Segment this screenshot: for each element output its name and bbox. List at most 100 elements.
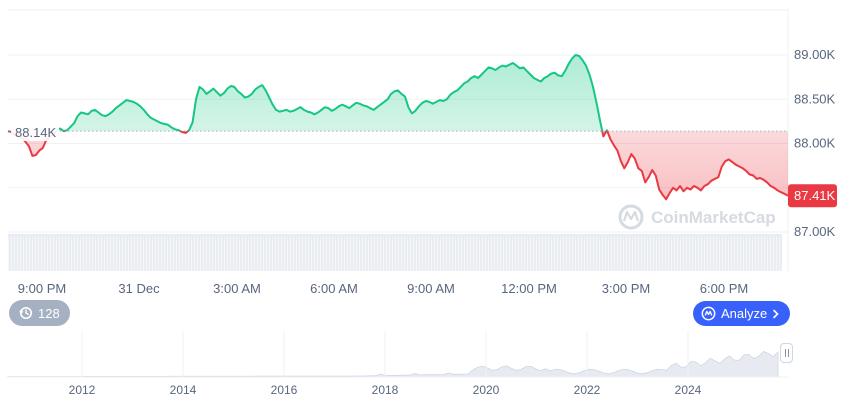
volume-bar	[233, 237, 234, 271]
price-line-up	[7, 54, 609, 132]
volume-bar	[635, 237, 636, 271]
x-tick-label: 3:00 AM	[213, 281, 261, 296]
volume-bar	[419, 237, 420, 271]
volume-bar	[140, 237, 141, 271]
volume-bar	[455, 237, 456, 271]
coinmarketcap-watermark: CoinMarketCap	[618, 204, 776, 230]
volume-bar	[506, 237, 507, 271]
volume-bar	[56, 237, 57, 271]
volume-bar	[65, 237, 66, 271]
volume-bar	[89, 237, 90, 271]
volume-bar	[251, 237, 252, 271]
volume-bar	[437, 237, 438, 271]
volume-bar	[98, 237, 99, 271]
history-badge[interactable]: 128	[9, 300, 70, 326]
volume-bar	[656, 237, 657, 271]
volume-bar	[545, 237, 546, 271]
volume-bar	[434, 237, 435, 271]
volume-bar	[392, 237, 393, 271]
volume-bar	[161, 237, 162, 271]
volume-bar	[185, 237, 186, 271]
navigator-handle[interactable]	[780, 343, 793, 363]
navigator-year-label: 2014	[170, 383, 197, 397]
volume-bar	[416, 237, 417, 271]
volume-bar	[689, 237, 690, 271]
volume-bar	[287, 237, 288, 271]
volume-bar	[731, 237, 732, 271]
volume-bar	[683, 237, 684, 271]
volume-bar	[152, 237, 153, 271]
volume-bar	[470, 237, 471, 271]
volume-bar	[503, 237, 504, 271]
volume-bar	[500, 237, 501, 271]
navigator[interactable]	[7, 331, 788, 378]
volume-bar	[398, 237, 399, 271]
volume-bar	[488, 237, 489, 271]
volume-bar	[587, 237, 588, 271]
volume-bar	[413, 237, 414, 271]
volume-bar	[719, 237, 720, 271]
x-tick-label: 6:00 PM	[700, 281, 748, 296]
volume-bar	[317, 237, 318, 271]
volume-bar	[347, 237, 348, 271]
volume-bar	[662, 237, 663, 271]
volume-bar	[77, 237, 78, 271]
volume-bar	[572, 237, 573, 271]
volume-bar	[410, 237, 411, 271]
volume-bar	[170, 237, 171, 271]
volume-bar	[404, 237, 405, 271]
volume-bar	[740, 237, 741, 271]
volume-bar	[41, 237, 42, 271]
current-price-text: 87.41K	[794, 188, 836, 203]
volume-bar	[512, 237, 513, 271]
volume-bar	[677, 237, 678, 271]
volume-bar	[575, 237, 576, 271]
volume-bar	[104, 237, 105, 271]
analyze-button[interactable]: Analyze	[693, 301, 791, 326]
volume-bars	[8, 234, 782, 271]
volume-bar	[191, 237, 192, 271]
volume-bar	[314, 237, 315, 271]
volume-bar	[686, 237, 687, 271]
volume-bar	[629, 237, 630, 271]
y-tick-label: 88.50K	[794, 91, 836, 106]
volume-bar	[521, 237, 522, 271]
volume-bar	[479, 237, 480, 271]
x-tick-label: 6:00 AM	[310, 281, 358, 296]
volume-bar	[725, 237, 726, 271]
volume-bar	[371, 237, 372, 271]
volume-bar	[464, 237, 465, 271]
volume-bar	[497, 237, 498, 271]
volume-bar	[320, 237, 321, 271]
volume-bar	[308, 237, 309, 271]
volume-bar	[569, 237, 570, 271]
volume-bar	[95, 237, 96, 271]
volume-bar	[704, 237, 705, 271]
volume-bar	[248, 237, 249, 271]
volume-bar	[611, 237, 612, 271]
volume-bar	[452, 237, 453, 271]
volume-bar	[323, 237, 324, 271]
volume-bar	[101, 237, 102, 271]
volume-bar	[467, 237, 468, 271]
volume-bar	[254, 237, 255, 271]
watermark-text: CoinMarketCap	[651, 208, 776, 227]
navigator-year-label: 2012	[69, 383, 96, 397]
volume-bar	[737, 237, 738, 271]
volume-bar	[209, 237, 210, 271]
volume-bar	[92, 237, 93, 271]
volume-bar	[26, 237, 27, 271]
volume-bar	[761, 237, 762, 271]
x-tick-label: 12:00 PM	[501, 281, 557, 296]
volume-bar	[755, 237, 756, 271]
volume-bar	[647, 237, 648, 271]
volume-bar	[650, 237, 651, 271]
volume-bar	[680, 237, 681, 271]
chevron-right-icon	[773, 309, 779, 318]
volume-bar	[125, 237, 126, 271]
volume-bar	[68, 237, 69, 271]
navigator-year-label: 2024	[675, 383, 702, 397]
volume-bar	[692, 237, 693, 271]
volume-bar	[602, 237, 603, 271]
